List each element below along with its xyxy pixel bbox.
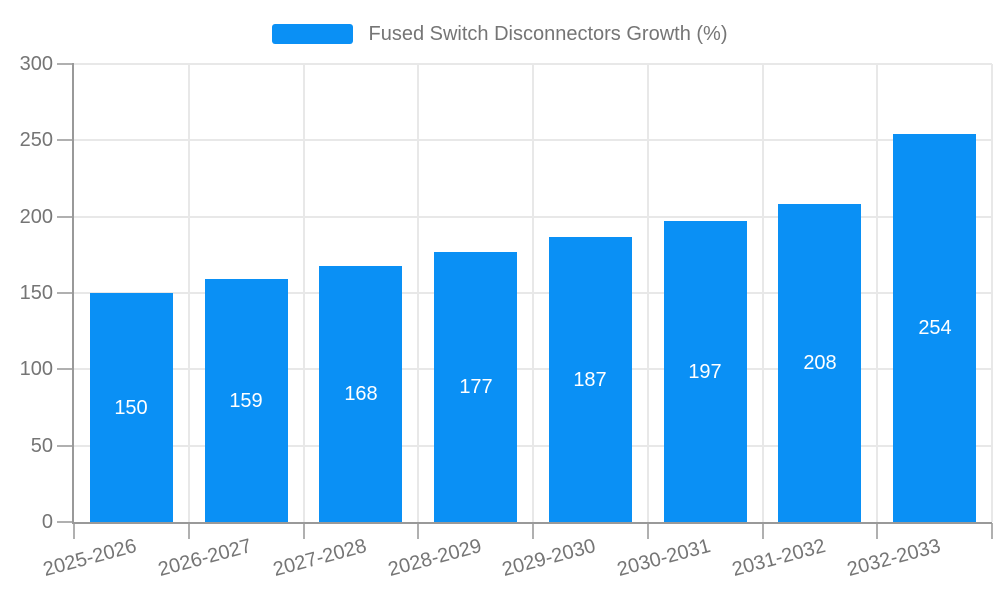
bar-2028-2029[interactable]: [434, 252, 517, 522]
x-axis-line: [72, 522, 992, 524]
gridline-vertical: [991, 64, 993, 522]
bar-2030-2031[interactable]: [664, 221, 747, 522]
y-axis-tick: [57, 444, 73, 447]
y-axis-label: 300: [19, 53, 53, 75]
y-axis-line: [72, 63, 74, 524]
y-axis-label: 250: [19, 129, 53, 152]
y-axis-tick: [57, 292, 73, 294]
gridline-vertical: [302, 64, 305, 522]
x-axis-tick: [991, 523, 993, 539]
gridline-vertical: [761, 64, 764, 522]
bar-2032-2033[interactable]: [893, 134, 976, 522]
x-axis-tick: [646, 523, 649, 539]
x-axis-tick: [302, 523, 305, 539]
x-axis-tick: [761, 523, 764, 539]
gridline-vertical: [187, 64, 190, 522]
gridline-vertical: [646, 64, 649, 522]
bar-2031-2032[interactable]: [778, 204, 861, 522]
bar-2027-2028[interactable]: [319, 266, 402, 522]
legend-label: Fused Switch Disconnectors Growth (%): [368, 22, 728, 45]
x-axis-tick: [187, 523, 190, 539]
y-axis-label: 0: [41, 511, 53, 533]
y-axis-label: 150: [19, 282, 53, 304]
x-axis-tick: [73, 523, 75, 539]
x-axis-tick: [417, 523, 420, 539]
bar-2026-2027[interactable]: [205, 279, 288, 522]
x-axis-tick: [532, 523, 534, 539]
gridline-vertical: [417, 64, 420, 522]
legend-swatch: [272, 24, 354, 44]
legend[interactable]: Fused Switch Disconnectors Growth (%): [0, 21, 1000, 47]
y-axis-label: 50: [30, 434, 53, 457]
y-axis-tick: [57, 63, 73, 65]
y-axis-tick: [57, 139, 73, 142]
gridline-vertical: [876, 64, 879, 522]
x-axis-tick: [876, 523, 879, 539]
y-axis-label: 200: [19, 205, 53, 228]
y-axis-label: 100: [19, 358, 53, 381]
gridline-vertical: [532, 64, 534, 522]
bar-2029-2030[interactable]: [549, 237, 632, 522]
bar-2025-2026[interactable]: [90, 293, 173, 522]
y-axis-tick: [57, 368, 73, 371]
y-axis-tick: [57, 215, 73, 218]
y-axis-tick: [57, 521, 73, 523]
